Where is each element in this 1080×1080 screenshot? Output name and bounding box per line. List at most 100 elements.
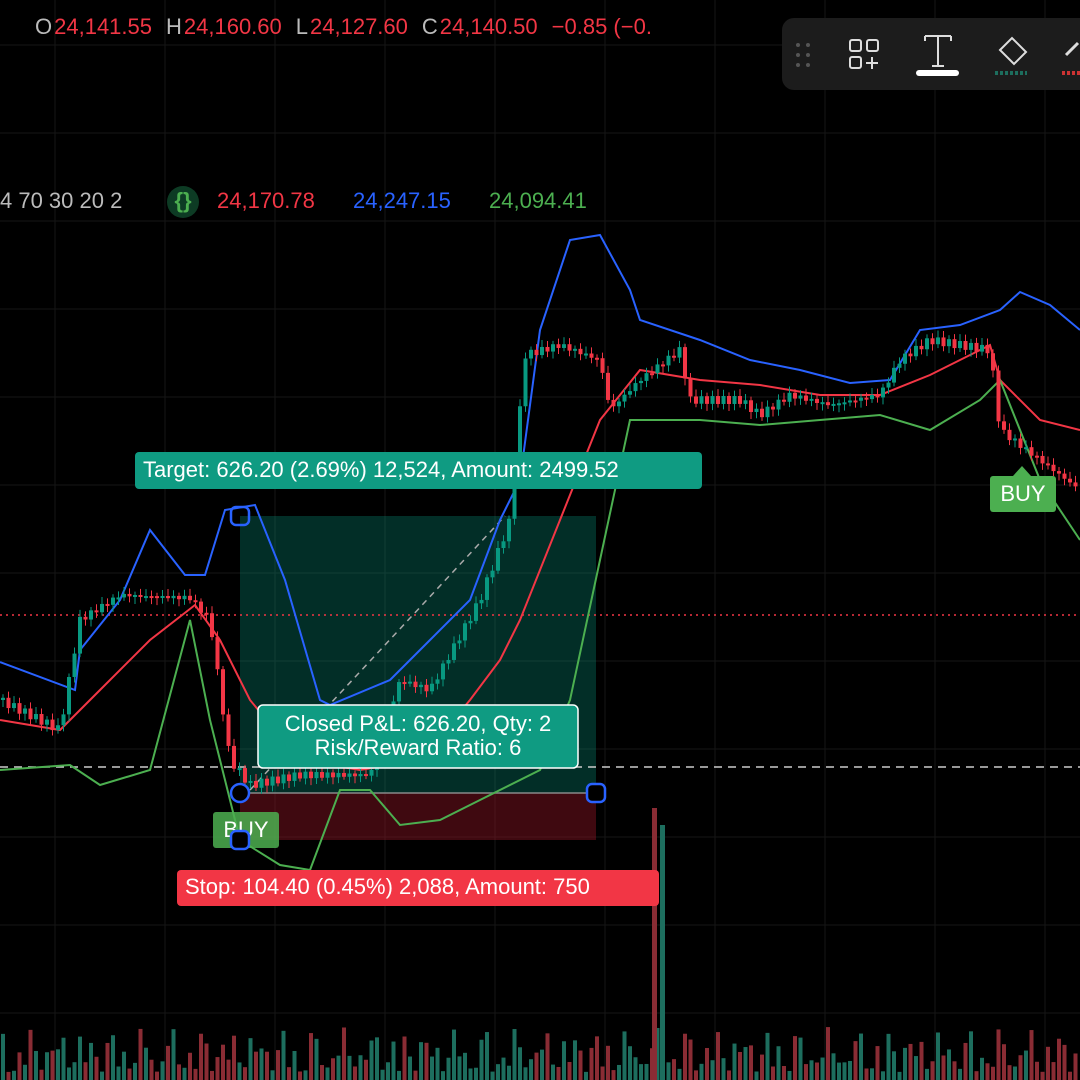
indicator-icon[interactable]: [167, 186, 199, 218]
candle: [56, 725, 60, 731]
candle: [600, 358, 605, 373]
volume-bar: [1007, 1065, 1012, 1080]
volume-bar: [606, 1045, 610, 1080]
volume-bar: [111, 1035, 115, 1080]
fill-color-icon[interactable]: [995, 36, 1028, 75]
templates-icon[interactable]: [849, 39, 879, 69]
volume-bar: [479, 1039, 484, 1080]
volume-bar: [952, 1061, 957, 1080]
volume-bar: [430, 1056, 434, 1080]
volume-bar: [386, 1062, 390, 1080]
volume-bar: [34, 1050, 38, 1080]
drag-grip[interactable]: [796, 43, 810, 67]
volume-bar: [463, 1052, 467, 1080]
volume-bar: [369, 1040, 374, 1080]
candle: [160, 595, 165, 598]
line-color-icon[interactable]: [1062, 41, 1080, 75]
volume-bar: [985, 1063, 990, 1080]
volume-bar: [859, 1033, 863, 1080]
volume-bar: [705, 1047, 709, 1080]
candle: [127, 593, 132, 597]
candle: [314, 772, 319, 779]
candles: [1, 330, 1078, 794]
candle: [556, 344, 561, 348]
volume-bar: [166, 1045, 170, 1080]
volume-bar: [314, 1038, 319, 1080]
candle: [798, 395, 803, 399]
indicator-basis: 24,170.78: [217, 188, 315, 213]
volume-bar: [347, 1055, 352, 1080]
candle: [100, 603, 104, 613]
ohlc-key: H: [166, 14, 182, 39]
volume-bar: [45, 1052, 49, 1080]
candle: [155, 596, 159, 599]
entry-handle[interactable]: [229, 782, 251, 804]
volume-bar: [897, 1071, 902, 1080]
candle: [204, 612, 209, 615]
volume-bar: [947, 1049, 951, 1080]
volume-bar: [320, 1065, 324, 1080]
candle: [782, 399, 786, 402]
volume-bar: [248, 1038, 253, 1080]
ratio-label: Risk/Reward Ratio: 6: [315, 735, 522, 760]
candle: [281, 774, 286, 784]
volume-bar: [512, 1029, 517, 1080]
candle: [342, 772, 346, 777]
volume-bar: [105, 1042, 110, 1080]
width-handle[interactable]: [585, 782, 607, 804]
volume-bar: [600, 1066, 605, 1080]
candle: [787, 392, 792, 402]
candle: [83, 616, 88, 620]
volume-bar: [331, 1058, 335, 1080]
volume-bar: [397, 1070, 401, 1080]
volume-bar: [908, 1043, 913, 1080]
candle: [881, 387, 885, 398]
volume-bar: [765, 1032, 770, 1080]
volume-bar: [628, 1046, 632, 1080]
volume-bar: [1062, 1044, 1067, 1080]
ohlc-value: 24,127.60: [310, 14, 408, 39]
text-tool-icon[interactable]: [916, 35, 959, 76]
candle: [716, 396, 720, 404]
candle: [1062, 473, 1067, 479]
volume-bar: [666, 1062, 671, 1080]
volume-bar: [1035, 1061, 1039, 1080]
candle: [534, 349, 539, 356]
candle: [397, 682, 401, 702]
candle: [1024, 447, 1028, 450]
candle: [182, 595, 187, 600]
candle: [842, 402, 847, 405]
candle: [111, 597, 115, 605]
candle: [1002, 421, 1006, 430]
candle: [738, 396, 742, 404]
volume-bar: [67, 1067, 71, 1080]
volume-bar: [853, 1041, 858, 1080]
ohlc-header: O 24,141.55 H 24,160.60 L 24,127.60 C 24,140.50: [35, 14, 538, 39]
volume-bar: [831, 1053, 836, 1080]
candle: [34, 714, 38, 720]
volume-bar: [787, 1070, 792, 1080]
volume-bar: [567, 1061, 572, 1080]
candle: [479, 599, 484, 604]
stop-handle[interactable]: [229, 829, 251, 851]
volume-bar: [540, 1049, 544, 1080]
candle: [298, 772, 302, 779]
target-label-box: [135, 452, 702, 489]
volume-bar: [545, 1033, 550, 1080]
volume-bar: [969, 1031, 973, 1080]
candle: [309, 771, 313, 779]
candle: [974, 342, 979, 352]
candle: [496, 548, 500, 571]
volume-bar: [738, 1051, 742, 1080]
volume-bar: [23, 1064, 27, 1080]
candle: [1073, 482, 1078, 487]
candle: [727, 396, 731, 404]
volume-bar: [221, 1044, 225, 1080]
candle: [441, 663, 445, 680]
volume-bar: [721, 1058, 726, 1080]
candle: [452, 643, 456, 660]
candle: [732, 396, 737, 404]
candle: [545, 346, 550, 352]
target-handle[interactable]: [229, 505, 251, 527]
volume-bar: [188, 1052, 192, 1080]
